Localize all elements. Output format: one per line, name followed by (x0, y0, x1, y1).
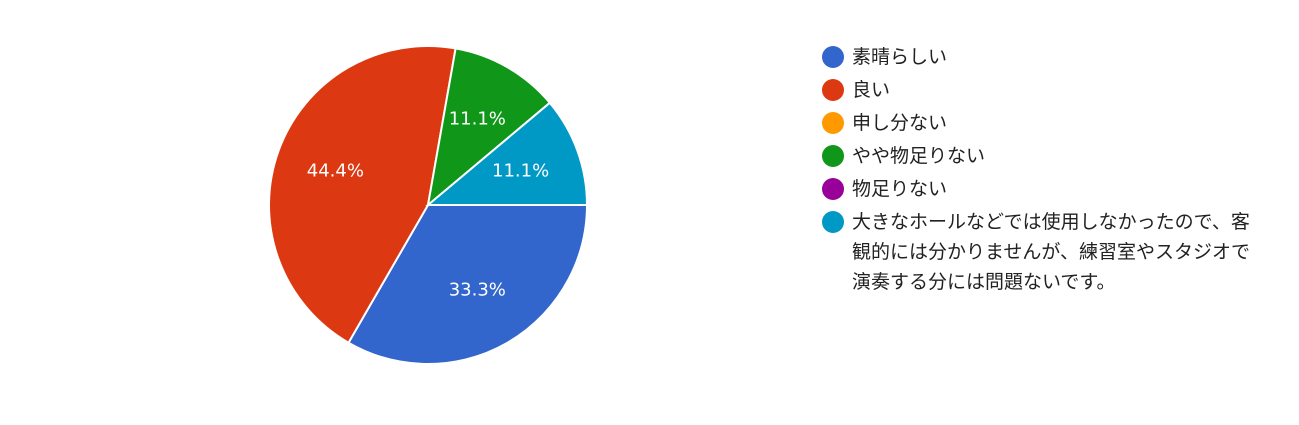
slice-percent-label: 44.4% (307, 160, 364, 181)
pie-slice[interactable] (347, 204, 589, 365)
pie-chart: 33.3% 44.4% 11.1% 11.1% (268, 45, 589, 365)
slice-percent-label: 33.3% (449, 279, 506, 300)
legend-label: 物足りない (852, 178, 948, 200)
legend-item[interactable]: 申し分ない (822, 108, 1262, 138)
legend-swatch (822, 79, 844, 101)
legend-swatch (822, 145, 844, 167)
legend-swatch (822, 46, 844, 68)
legend-label: 良い (852, 79, 891, 101)
pie-slice[interactable] (425, 101, 589, 206)
pie-slice[interactable] (268, 45, 457, 345)
legend-label: やや物足りない (852, 145, 986, 167)
legend-swatch (822, 178, 844, 200)
pie-slice[interactable] (426, 47, 552, 208)
legend-item[interactable]: 素晴らしい (822, 42, 1262, 72)
slice-percent-label: 11.1% (492, 160, 549, 181)
chart-legend: 素晴らしい 良い 申し分ない やや物足りない 物足りない 大きなホールなどでは使… (822, 42, 1262, 300)
legend-item[interactable]: 物足りない (822, 174, 1262, 204)
legend-item[interactable]: 良い (822, 75, 1262, 105)
legend-swatch (822, 112, 844, 134)
legend-label: 申し分ない (852, 112, 948, 134)
slice-percent-label: 11.1% (449, 109, 506, 130)
legend-label: 大きなホールなどでは使用しなかったので、客観的には分かりませんが、練習室やスタジ… (852, 211, 1251, 293)
pie-labels: 33.3% 44.4% 11.1% 11.1% (307, 109, 549, 301)
legend-item[interactable]: 大きなホールなどでは使用しなかったので、客観的には分かりませんが、練習室やスタジ… (822, 207, 1262, 297)
legend-label: 素晴らしい (852, 46, 948, 68)
legend-item[interactable]: やや物足りない (822, 141, 1262, 171)
legend-swatch (822, 211, 844, 233)
pie-slices (268, 45, 589, 365)
